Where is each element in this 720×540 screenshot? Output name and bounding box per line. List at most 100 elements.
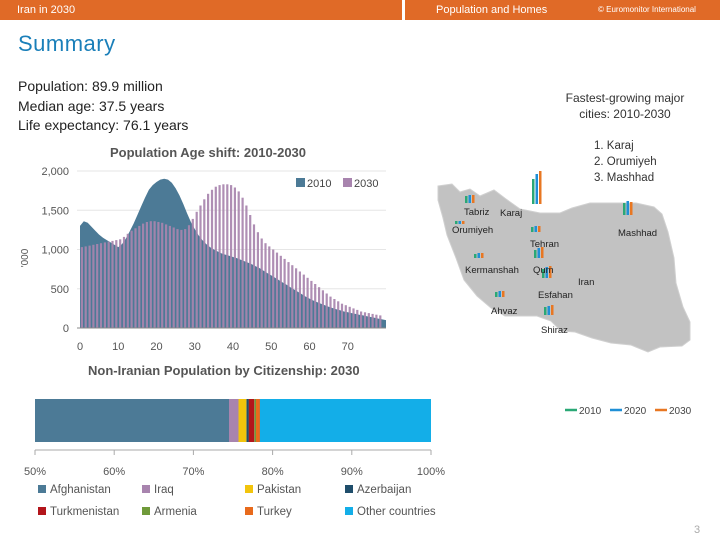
age-2030-bar bbox=[115, 240, 118, 328]
age-2030-bar bbox=[88, 245, 91, 328]
citizenship-x-tick-label: 60% bbox=[103, 466, 125, 478]
fastest-heading-line1: Fastest-growing major bbox=[565, 91, 685, 105]
citizenship-legend-label: Iraq bbox=[154, 484, 174, 496]
age-2030-bar bbox=[233, 187, 236, 328]
city-bar-2010 bbox=[534, 250, 537, 258]
city-label: Esfahan bbox=[538, 290, 573, 301]
citizenship-legend-label: Azerbaijan bbox=[357, 484, 411, 496]
summary-stats: Population: 89.9 million Median age: 37.… bbox=[18, 77, 188, 136]
age-2030-bar bbox=[207, 193, 210, 328]
age-2030-bar bbox=[275, 252, 279, 328]
page-title: Summary bbox=[18, 31, 116, 56]
citizenship-legend-label: Turkey bbox=[257, 506, 292, 518]
age-2030-bar bbox=[191, 218, 194, 328]
age-2030-bar bbox=[119, 239, 122, 328]
age-2030-bar bbox=[111, 240, 114, 328]
fastest-growing-list: 1. Karaj 2. Orumiyeh 3. Mashhad bbox=[594, 138, 657, 186]
age-x-tick-label: 50 bbox=[265, 341, 277, 353]
age-2030-bar bbox=[314, 284, 317, 328]
age-2030-bar bbox=[252, 224, 256, 328]
age-2030-bar bbox=[96, 244, 99, 328]
citizenship-segment-afghanistan bbox=[35, 399, 229, 442]
age-2030-bar bbox=[122, 236, 126, 328]
age-2030-bar bbox=[161, 222, 164, 328]
citizenship-chart-title: Non-Iranian Population by Citizenship: 2… bbox=[88, 363, 360, 378]
age-2030-bar bbox=[145, 222, 148, 328]
age-2030-bar bbox=[268, 246, 271, 328]
age-2030-bar bbox=[149, 221, 152, 328]
stat-life-expectancy: Life expectancy: 76.1 years bbox=[18, 117, 189, 133]
age-2030-bar bbox=[222, 184, 225, 328]
city-bar-2020 bbox=[537, 248, 540, 258]
age-2030-bar bbox=[352, 308, 355, 328]
map-legend-label: 2030 bbox=[669, 406, 692, 417]
age-2030-bar bbox=[337, 301, 340, 328]
city-bar-2020 bbox=[545, 267, 548, 278]
age-2030-bar bbox=[310, 280, 313, 328]
city-bar-2020 bbox=[498, 291, 501, 297]
citizenship-legend-swatch bbox=[345, 485, 353, 493]
city-bar-2020 bbox=[534, 226, 537, 232]
age-2030-bar bbox=[344, 305, 347, 328]
city-bar-2020 bbox=[626, 201, 629, 215]
city-bar-2030 bbox=[462, 221, 465, 224]
age-y-tick-label: 500 bbox=[51, 284, 69, 296]
age-2030-bar bbox=[237, 191, 240, 328]
age-2030-bar bbox=[363, 312, 367, 328]
age-x-tick-label: 0 bbox=[77, 341, 83, 353]
map-legend-label: 2020 bbox=[624, 406, 647, 417]
age-x-tick-label: 60 bbox=[303, 341, 315, 353]
city-label: Tehran bbox=[530, 239, 559, 250]
citizenship-legend-swatch bbox=[38, 485, 46, 493]
age-2030-bar bbox=[333, 299, 336, 328]
citizenship-segment-turkey bbox=[256, 399, 260, 442]
city-bar-2020 bbox=[477, 253, 480, 258]
city-bar-2030 bbox=[481, 253, 484, 258]
city-bar-2020 bbox=[458, 221, 461, 224]
age-2030-bar bbox=[134, 228, 137, 328]
city-bar-2030 bbox=[630, 202, 633, 215]
rank-item-3: 3. Mashhad bbox=[594, 172, 655, 184]
age-y-tick-label: 0 bbox=[63, 323, 69, 335]
citizenship-legend-label: Other countries bbox=[357, 506, 436, 518]
age-y-tick-label: 2,000 bbox=[41, 166, 69, 178]
age-y-tick-label: 1,500 bbox=[41, 205, 69, 217]
age-2030-bar bbox=[176, 229, 179, 328]
age-2030-bar bbox=[264, 243, 267, 328]
age-2030-bar bbox=[138, 225, 141, 328]
city-label: Orumiyeh bbox=[452, 225, 493, 236]
citizenship-x-tick-label: 70% bbox=[182, 466, 204, 478]
city-bar-2010 bbox=[474, 254, 477, 258]
fastest-heading-line2: cities: 2010-2030 bbox=[579, 107, 671, 121]
age-2030-bar bbox=[291, 265, 294, 328]
age-2030-bar bbox=[295, 268, 298, 328]
age-2030-bar bbox=[348, 306, 351, 328]
city-bar-2010 bbox=[623, 203, 626, 215]
city-bar-2030 bbox=[539, 171, 542, 204]
city-label: Kermanshah bbox=[465, 265, 519, 276]
age-2030-bar bbox=[168, 225, 171, 328]
city-bar-2010 bbox=[542, 269, 545, 278]
citizenship-x-tick-label: 90% bbox=[341, 466, 363, 478]
header-center-title: Population and Homes bbox=[436, 4, 548, 16]
city-label: Shiraz bbox=[541, 325, 568, 336]
citizenship-legend-swatch bbox=[245, 507, 253, 515]
age-y-tick-label: 1,000 bbox=[41, 245, 69, 257]
header-right-band bbox=[405, 0, 720, 20]
city-bar-2030 bbox=[551, 305, 554, 315]
city-bar-2010 bbox=[495, 292, 498, 297]
age-2030-bar bbox=[153, 221, 156, 328]
age-2030-bar bbox=[298, 271, 301, 328]
citizenship-segment-iraq bbox=[229, 399, 239, 442]
citizenship-segment-turkmenistan bbox=[248, 399, 255, 442]
age-legend-2030-swatch bbox=[343, 178, 352, 187]
citizenship-legend-label: Afghanistan bbox=[50, 484, 111, 496]
age-x-tick-label: 20 bbox=[150, 341, 162, 353]
map-legend-label: 2010 bbox=[579, 406, 602, 417]
age-2030-bar bbox=[371, 313, 374, 328]
citizenship-legend-label: Pakistan bbox=[257, 484, 301, 496]
city-label: Ahvaz bbox=[491, 306, 518, 317]
city-bar-2010 bbox=[532, 179, 535, 204]
header-copyright: © Euromonitor International bbox=[598, 5, 696, 14]
citizenship-x-tick-label: 100% bbox=[417, 466, 445, 478]
